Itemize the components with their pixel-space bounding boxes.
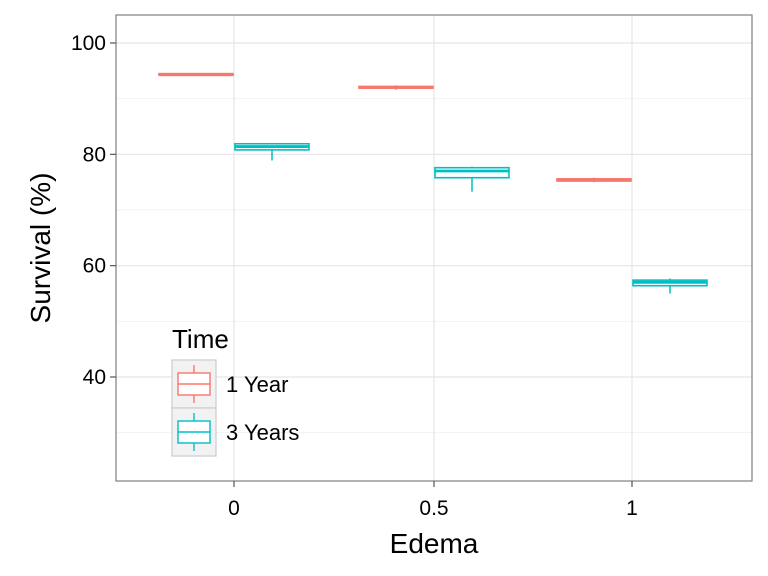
box-1-year-0.5 [358,85,434,90]
y-tick-label: 40 [83,366,106,389]
box-3-years-0 [234,142,310,161]
box-body [434,166,510,179]
legend: Time 1 Year 3 Years [171,324,299,457]
grid [116,15,752,481]
legend-label: 3 Years [226,420,299,445]
legend-item: 1 Year [171,359,288,409]
y-tick-label: 60 [83,255,106,278]
legend-item: 3 Years [171,407,299,457]
x-axis-title: Edema [390,528,479,559]
x-axis: 0 0.5 1 [228,481,638,520]
y-tick-label: 100 [71,32,106,55]
y-axis-title: Survival (%) [25,173,56,324]
x-tick-label: 0 [228,497,240,520]
x-tick-label: 0.5 [419,497,448,520]
box-3-years-0.5 [434,166,510,192]
x-tick-label: 1 [626,497,638,520]
box-1-year-0 [158,72,234,77]
y-tick-label: 80 [83,143,106,166]
box-3-years-1 [632,278,708,294]
legend-label: 1 Year [226,372,288,397]
box-layer [158,72,708,294]
box-1-year-1 [556,177,632,183]
y-axis: 40 60 80 100 [71,32,116,389]
legend-title: Time [172,324,229,354]
